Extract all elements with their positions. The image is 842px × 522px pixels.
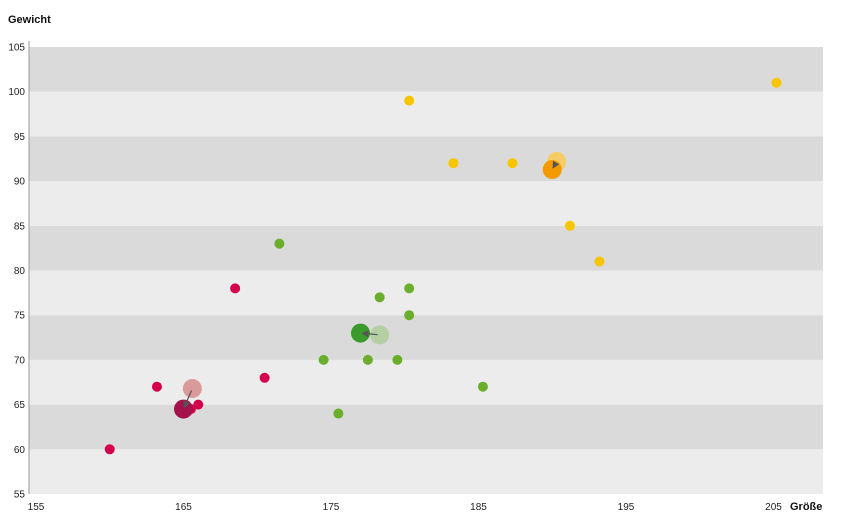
data-point <box>507 158 518 169</box>
grid-band <box>29 404 823 450</box>
grid-band <box>29 315 823 360</box>
y-tick-label: 60 <box>14 445 26 456</box>
data-point <box>318 354 329 365</box>
data-point <box>274 238 285 249</box>
data-point <box>404 95 415 106</box>
data-point <box>564 220 575 231</box>
y-axis-ticks: 55 60 65 70 75 80 85 90 95 100 105 <box>8 43 25 501</box>
grid-band <box>29 270 823 316</box>
y-tick-label: 75 <box>14 311 26 322</box>
x-tick-label: 165 <box>175 502 192 513</box>
data-point <box>392 354 403 365</box>
y-tick-label: 90 <box>14 177 26 188</box>
y-tick-label: 65 <box>14 400 26 411</box>
data-point <box>594 256 605 267</box>
data-point <box>151 381 162 392</box>
x-axis-ticks: 155 165 175 185 195 205 <box>28 502 783 513</box>
grid-band <box>29 359 823 405</box>
y-axis-label: Gewicht <box>8 14 51 26</box>
y-tick-label: 100 <box>8 87 25 98</box>
x-axis-label: Größe <box>790 501 822 513</box>
cluster-mean-previous <box>370 325 390 345</box>
cluster-means <box>174 151 567 419</box>
data-point <box>259 372 270 383</box>
grid-band <box>29 91 823 137</box>
data-point <box>230 283 241 294</box>
y-tick-label: 70 <box>14 355 26 366</box>
data-point <box>477 381 488 392</box>
data-point <box>404 310 415 321</box>
x-tick-label: 205 <box>765 502 782 513</box>
data-point <box>771 77 782 88</box>
y-tick-label: 55 <box>14 490 26 501</box>
cluster-mean-current <box>351 323 370 343</box>
y-tick-label: 105 <box>8 43 25 54</box>
mean-shift-arrow <box>183 390 193 409</box>
x-tick-label: 155 <box>28 502 45 513</box>
data-point <box>362 354 373 365</box>
grid-band <box>29 225 823 271</box>
cluster-mean-current <box>174 399 193 419</box>
data-point <box>104 444 115 455</box>
cluster-mean-previous <box>182 379 202 399</box>
background-bands <box>29 47 823 494</box>
y-tick-label: 80 <box>14 266 26 277</box>
x-tick-label: 185 <box>470 502 487 513</box>
data-point <box>404 283 415 294</box>
y-tick-label: 95 <box>14 132 26 143</box>
data-point <box>193 399 204 410</box>
y-tick-label: 85 <box>14 221 26 232</box>
grid-band <box>29 449 823 494</box>
mean-shift-arrow <box>552 160 560 169</box>
x-tick-label: 175 <box>323 502 340 513</box>
data-point <box>448 158 459 169</box>
data-point <box>333 408 344 419</box>
x-tick-label: 195 <box>618 502 635 513</box>
cluster-mean-current <box>542 159 562 179</box>
mean-shift-arrow <box>361 330 378 338</box>
grid-band <box>29 136 823 182</box>
grid-band <box>29 47 823 92</box>
grid-band <box>29 181 823 226</box>
data-point <box>374 292 385 303</box>
